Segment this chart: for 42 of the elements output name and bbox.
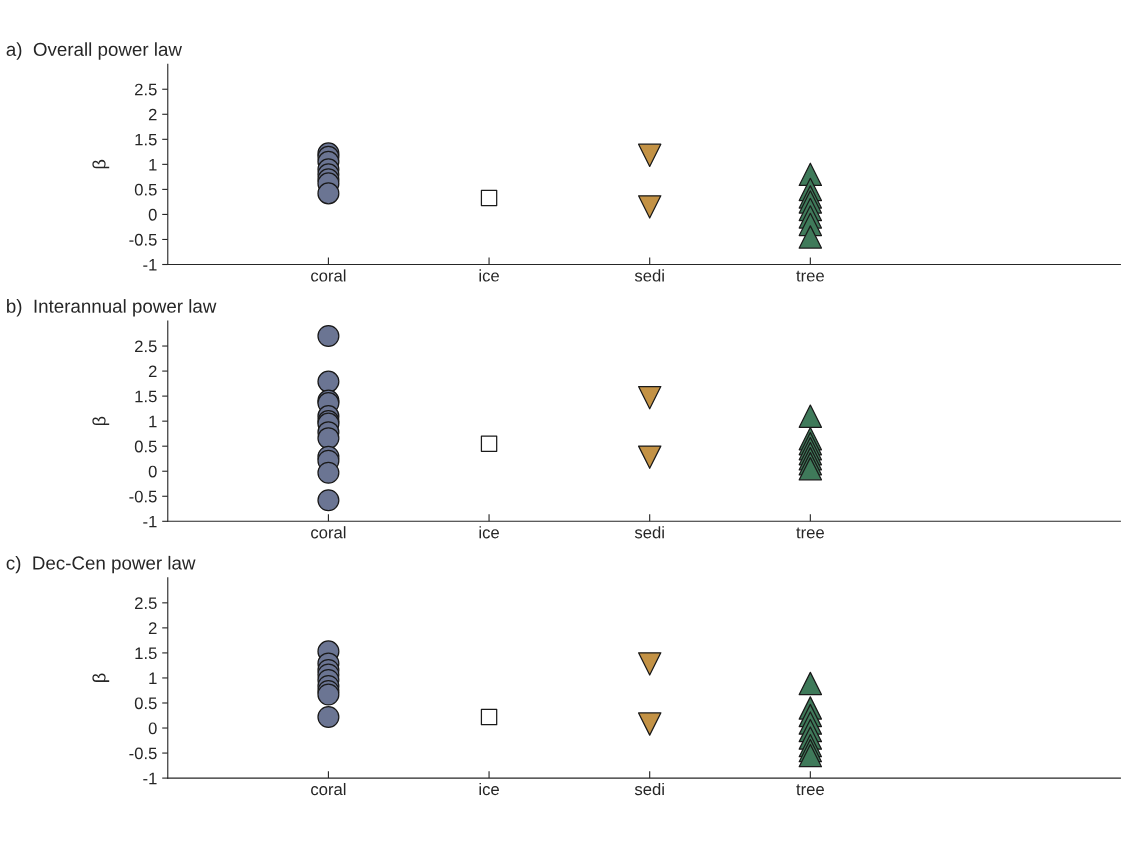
y-axis-title: β bbox=[92, 673, 110, 682]
x-tick-label: sedi bbox=[634, 782, 664, 796]
y-tick-label: 0.5 bbox=[134, 697, 157, 710]
x-tick-label: tree bbox=[796, 270, 824, 282]
y-tick-label: 0 bbox=[148, 722, 157, 735]
x-tick-label: coral bbox=[311, 526, 346, 539]
text: a) Overall power law bbox=[6, 42, 182, 60]
x-tick-label: coral bbox=[311, 782, 346, 796]
y-tick-label: 1.5 bbox=[135, 133, 157, 146]
y-axis-title: β bbox=[92, 159, 110, 169]
x-tick-label: coral bbox=[311, 269, 346, 282]
y-tick-label: 2 bbox=[148, 108, 157, 121]
y-tick-label: -0.5 bbox=[129, 747, 157, 760]
chart-title: b) Interannual power law bbox=[7, 299, 217, 317]
x-tick-label: ice bbox=[479, 526, 499, 539]
chart-title: c) Dec-Cen power law bbox=[6, 555, 196, 574]
x-tick-label: tree bbox=[796, 527, 824, 539]
y-tick-label: 1.5 bbox=[135, 647, 157, 660]
x-tick-label: sedi bbox=[634, 269, 664, 282]
y-tick-label: -1 bbox=[143, 259, 157, 271]
x-tick-label: sedi bbox=[634, 526, 664, 539]
y-tick-label: 0 bbox=[148, 208, 157, 221]
y-tick-label: 1 bbox=[149, 158, 157, 171]
y-tick-label: -0.5 bbox=[129, 490, 157, 503]
y-tick-label: 1 bbox=[149, 415, 157, 428]
y-tick-label: 1 bbox=[149, 672, 157, 684]
y-tick-label: 1.5 bbox=[135, 390, 157, 403]
y-axis-title: β bbox=[92, 416, 110, 426]
y-tick-label: 2 bbox=[148, 622, 157, 634]
y-tick-label: 2.5 bbox=[135, 597, 157, 610]
y-tick-label: -1 bbox=[143, 772, 157, 785]
x-tick-label: ice bbox=[479, 782, 499, 796]
y-tick-label: 0.5 bbox=[134, 183, 157, 196]
y-tick-label: -0.5 bbox=[129, 233, 157, 246]
y-tick-label: 0 bbox=[148, 465, 157, 478]
y-tick-label: 2 bbox=[148, 365, 157, 378]
x-tick-label: ice bbox=[479, 269, 499, 282]
y-tick-label: 0.5 bbox=[134, 440, 157, 453]
y-tick-label: -1 bbox=[143, 515, 157, 528]
y-tick-label: 2.5 bbox=[135, 340, 157, 353]
x-tick-label: tree bbox=[796, 784, 824, 796]
y-tick-label: 2.5 bbox=[135, 83, 157, 96]
